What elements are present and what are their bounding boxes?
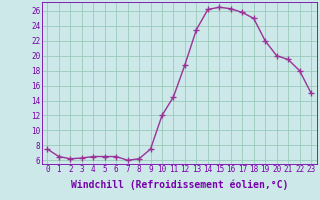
X-axis label: Windchill (Refroidissement éolien,°C): Windchill (Refroidissement éolien,°C)	[70, 180, 288, 190]
